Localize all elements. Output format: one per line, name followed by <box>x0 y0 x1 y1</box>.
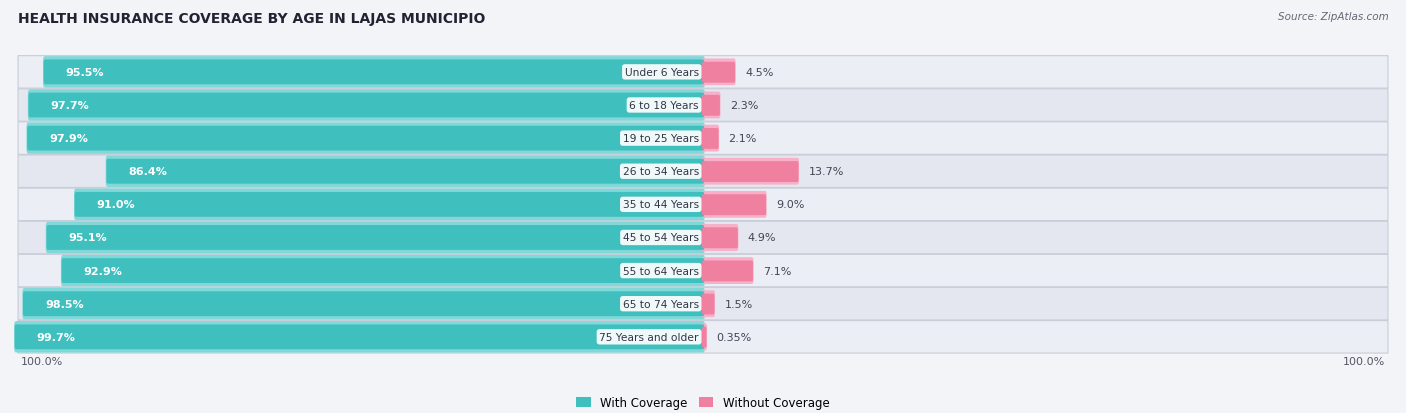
Text: 4.5%: 4.5% <box>745 68 773 78</box>
FancyBboxPatch shape <box>46 225 704 250</box>
FancyBboxPatch shape <box>27 123 704 154</box>
Text: HEALTH INSURANCE COVERAGE BY AGE IN LAJAS MUNICIPIO: HEALTH INSURANCE COVERAGE BY AGE IN LAJA… <box>18 12 485 26</box>
Text: 95.5%: 95.5% <box>66 68 104 78</box>
FancyBboxPatch shape <box>18 156 1388 188</box>
FancyBboxPatch shape <box>18 57 1388 89</box>
FancyBboxPatch shape <box>702 291 716 317</box>
FancyBboxPatch shape <box>702 258 754 284</box>
Legend: With Coverage, Without Coverage: With Coverage, Without Coverage <box>572 392 834 413</box>
Text: 98.5%: 98.5% <box>45 299 84 309</box>
Text: 91.0%: 91.0% <box>97 200 135 210</box>
Text: 4.9%: 4.9% <box>748 233 776 243</box>
FancyBboxPatch shape <box>702 162 799 183</box>
Text: 55 to 64 Years: 55 to 64 Years <box>623 266 699 276</box>
Text: 45 to 54 Years: 45 to 54 Years <box>623 233 699 243</box>
FancyBboxPatch shape <box>702 63 735 83</box>
Text: 97.9%: 97.9% <box>49 134 89 144</box>
FancyBboxPatch shape <box>44 57 704 88</box>
FancyBboxPatch shape <box>18 222 1388 254</box>
FancyBboxPatch shape <box>702 294 714 315</box>
FancyBboxPatch shape <box>105 156 704 188</box>
FancyBboxPatch shape <box>18 255 1388 287</box>
FancyBboxPatch shape <box>46 222 704 254</box>
Text: 6 to 18 Years: 6 to 18 Years <box>630 101 699 111</box>
FancyBboxPatch shape <box>28 90 704 121</box>
Text: 35 to 44 Years: 35 to 44 Years <box>623 200 699 210</box>
FancyBboxPatch shape <box>18 288 1388 320</box>
FancyBboxPatch shape <box>28 93 704 118</box>
FancyBboxPatch shape <box>14 321 704 353</box>
FancyBboxPatch shape <box>22 288 704 320</box>
Text: 86.4%: 86.4% <box>128 167 167 177</box>
FancyBboxPatch shape <box>22 292 704 316</box>
FancyBboxPatch shape <box>60 255 704 287</box>
Text: 9.0%: 9.0% <box>776 200 804 210</box>
FancyBboxPatch shape <box>702 159 799 185</box>
FancyBboxPatch shape <box>702 96 720 116</box>
Text: 0.35%: 0.35% <box>717 332 752 342</box>
Text: 100.0%: 100.0% <box>21 356 63 366</box>
FancyBboxPatch shape <box>18 123 1388 155</box>
FancyBboxPatch shape <box>702 93 720 119</box>
Text: 26 to 34 Years: 26 to 34 Years <box>623 167 699 177</box>
Text: 75 Years and older: 75 Years and older <box>599 332 699 342</box>
FancyBboxPatch shape <box>14 325 704 349</box>
Text: 99.7%: 99.7% <box>37 332 76 342</box>
Text: 95.1%: 95.1% <box>69 233 107 243</box>
FancyBboxPatch shape <box>702 225 738 251</box>
Text: 2.3%: 2.3% <box>730 101 758 111</box>
FancyBboxPatch shape <box>27 126 704 151</box>
FancyBboxPatch shape <box>44 60 704 85</box>
FancyBboxPatch shape <box>702 261 754 282</box>
FancyBboxPatch shape <box>75 192 704 217</box>
Text: Under 6 Years: Under 6 Years <box>624 68 699 78</box>
FancyBboxPatch shape <box>107 159 704 184</box>
FancyBboxPatch shape <box>702 228 738 249</box>
Text: 13.7%: 13.7% <box>808 167 844 177</box>
Text: 97.7%: 97.7% <box>51 101 90 111</box>
Text: 65 to 74 Years: 65 to 74 Years <box>623 299 699 309</box>
FancyBboxPatch shape <box>18 189 1388 221</box>
FancyBboxPatch shape <box>18 321 1388 353</box>
Text: 7.1%: 7.1% <box>763 266 792 276</box>
Text: 92.9%: 92.9% <box>83 266 122 276</box>
FancyBboxPatch shape <box>18 90 1388 122</box>
Text: 1.5%: 1.5% <box>724 299 752 309</box>
FancyBboxPatch shape <box>702 126 718 152</box>
Text: 100.0%: 100.0% <box>1343 356 1385 366</box>
FancyBboxPatch shape <box>702 59 735 86</box>
Text: 19 to 25 Years: 19 to 25 Years <box>623 134 699 144</box>
FancyBboxPatch shape <box>75 189 704 221</box>
Text: Source: ZipAtlas.com: Source: ZipAtlas.com <box>1278 12 1389 22</box>
FancyBboxPatch shape <box>702 129 718 150</box>
FancyBboxPatch shape <box>702 327 706 348</box>
FancyBboxPatch shape <box>62 259 704 283</box>
Text: 2.1%: 2.1% <box>728 134 756 144</box>
FancyBboxPatch shape <box>702 195 766 216</box>
FancyBboxPatch shape <box>702 192 766 218</box>
FancyBboxPatch shape <box>702 324 707 350</box>
